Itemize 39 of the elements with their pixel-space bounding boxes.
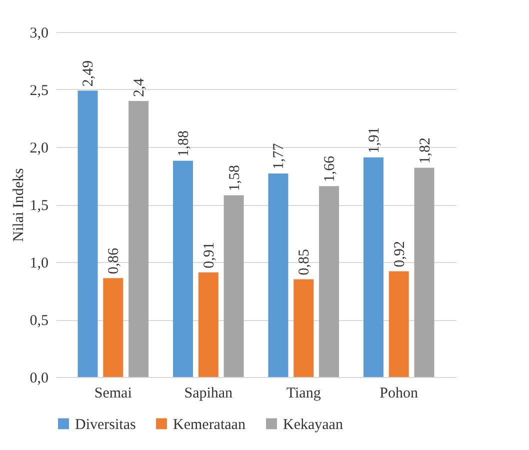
data-label: 0,92 xyxy=(392,240,408,268)
legend-label: Diversitas xyxy=(75,416,136,433)
legend-label: Kekayaan xyxy=(283,416,344,433)
data-label: 2,4 xyxy=(132,78,148,97)
data-label: 1,77 xyxy=(271,142,288,170)
bar xyxy=(388,271,409,377)
data-label: 1,66 xyxy=(322,155,338,182)
bar xyxy=(198,272,218,377)
y-tick-label: 0,0 xyxy=(30,370,48,386)
bar xyxy=(78,90,98,377)
bar xyxy=(268,173,288,377)
data-label: 0,86 xyxy=(106,247,122,274)
x-tick-label: Pohon xyxy=(380,386,419,402)
y-axis-title: Nilai Indeks xyxy=(10,168,27,242)
bar xyxy=(319,186,340,377)
y-tick-label: 2,5 xyxy=(30,83,48,99)
bar xyxy=(172,160,193,377)
data-label: 1,58 xyxy=(226,165,243,192)
data-label: 2,49 xyxy=(80,60,97,87)
bar xyxy=(224,195,244,377)
x-tick-label: Sapihan xyxy=(184,386,234,402)
y-tick-label: 2,0 xyxy=(30,140,48,156)
y-tick-label: 1,5 xyxy=(30,198,48,214)
bar xyxy=(414,168,434,377)
y-tick-label: 3,0 xyxy=(30,26,48,42)
legend-label: Kemerataan xyxy=(173,416,246,433)
data-label: 1,91 xyxy=(366,127,382,154)
data-label: 0,85 xyxy=(296,249,313,276)
bar xyxy=(294,279,314,377)
x-tick-label: Tiang xyxy=(286,386,322,402)
bar xyxy=(103,278,124,377)
data-label: 1,88 xyxy=(176,130,192,157)
bar xyxy=(128,101,149,377)
y-tick-label: 0,5 xyxy=(30,313,48,329)
data-label: 1,82 xyxy=(417,137,434,164)
bar xyxy=(363,157,384,377)
data-label: 0,91 xyxy=(201,242,218,268)
x-tick-label: Semai xyxy=(94,386,132,402)
y-tick-label: 1,0 xyxy=(30,256,48,272)
